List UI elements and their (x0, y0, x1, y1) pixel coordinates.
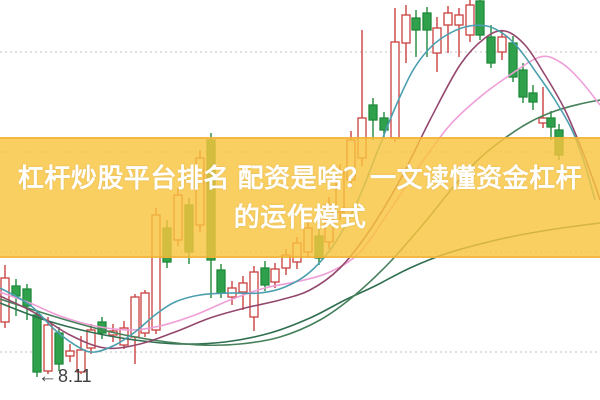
candle-down (32, 314, 42, 373)
candle-down (518, 69, 528, 98)
candle-down (216, 269, 226, 294)
candle-up (86, 329, 96, 349)
candle-up (401, 14, 411, 44)
candle-up (538, 117, 548, 124)
candle-down (422, 12, 432, 31)
candle-up (390, 41, 400, 139)
candle-down (475, 0, 485, 36)
candle-up (238, 282, 248, 293)
candle-down (528, 92, 538, 103)
ma-green (0, 99, 600, 347)
candle-up (454, 14, 464, 26)
candle-up (497, 36, 507, 53)
candle-up (432, 27, 442, 54)
candle-up (270, 268, 280, 283)
candle-down (260, 267, 270, 286)
candle-up (443, 12, 453, 26)
candle-down (368, 104, 378, 121)
candle-down (486, 36, 496, 64)
ma-pink (0, 55, 600, 331)
headline-line-2: 的运作模式 (233, 201, 367, 232)
candle-down (22, 288, 32, 307)
candle-up (140, 292, 150, 334)
candle-up (76, 349, 86, 373)
low-price-annotation: ←8.11 (38, 366, 92, 387)
candle-up (249, 271, 259, 318)
headline-line-1: 杠杆炒股平台排名 配资是啥？一文读懂资金杠杆 (17, 162, 583, 193)
candle-up (65, 350, 75, 357)
left-arrow-icon: ← (38, 366, 57, 387)
candle-up (465, 4, 475, 36)
low-price-label: 8.11 (58, 366, 92, 386)
candle-down (546, 117, 556, 128)
headline-banner: 杠杆炒股平台排名 配资是啥？一文读懂资金杠杆 的运作模式 (0, 137, 600, 258)
candle-down (411, 17, 421, 31)
candle-down (54, 332, 64, 365)
candle-up (43, 324, 53, 372)
